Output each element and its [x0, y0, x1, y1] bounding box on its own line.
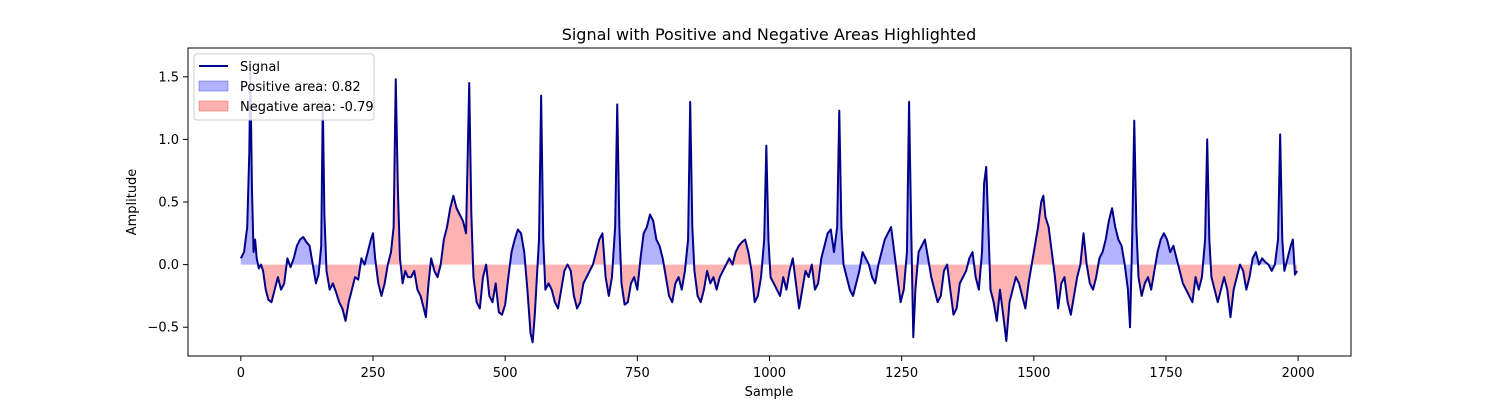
negative-area-23	[1178, 264, 1203, 303]
negative-area-0	[258, 264, 287, 303]
negative-area-14	[769, 264, 792, 296]
negative-area-5	[432, 83, 474, 278]
y-tick-label: 0.5	[158, 196, 179, 211]
x-tick-label: 1750	[1149, 366, 1182, 381]
negative-area-3	[375, 79, 401, 296]
legend-box	[193, 53, 375, 121]
negative-area-9	[604, 264, 613, 296]
x-tick-label: 500	[493, 366, 518, 381]
y-axis-label: Amplitude	[125, 169, 140, 236]
signal-series	[239, 69, 1298, 344]
y-tick-label: 1.5	[158, 70, 179, 85]
negative-area-24	[1210, 264, 1252, 318]
negative-area-8	[544, 233, 605, 309]
x-axis: 0 250 500 750 1000 1250 1500 1750 2000	[237, 356, 1315, 381]
legend-signal-label: Signal	[240, 60, 280, 75]
negative-area-2	[326, 264, 361, 321]
x-tick-label: 2000	[1282, 366, 1315, 381]
legend-negative-label: Negative area: -0.79	[240, 100, 374, 115]
positive-area-4	[360, 233, 376, 265]
legend: Signal Positive area: 0.82 Negative area…	[193, 53, 375, 121]
x-tick-label: 250	[361, 366, 386, 381]
y-tick-label: −0.5	[147, 321, 179, 336]
x-tick-label: 1500	[1017, 366, 1050, 381]
legend-negative-swatch	[198, 100, 229, 112]
x-tick-label: 1000	[753, 366, 786, 381]
legend-positive-swatch	[198, 80, 229, 92]
negative-area-13	[750, 264, 763, 303]
y-tick-label: 0.0	[158, 258, 179, 273]
y-axis: −0.5 0.0 0.5 1.0 1.5	[147, 70, 188, 336]
negative-area-21	[1053, 233, 1099, 315]
negative-area-16	[895, 264, 906, 303]
x-tick-label: 750	[625, 366, 650, 381]
x-tick-label: 0	[237, 366, 245, 381]
chart-title: Signal with Positive and Negative Areas …	[562, 25, 977, 44]
signal-line	[239, 69, 1298, 344]
positive-area-16	[917, 239, 930, 265]
positive-area-23	[1251, 134, 1284, 271]
positive-area-14	[860, 227, 896, 284]
negative-area-18	[929, 264, 968, 315]
x-tick-label: 1250	[885, 366, 918, 381]
legend-positive-label: Positive area: 0.82	[240, 80, 361, 95]
positive-area-2	[291, 237, 320, 284]
y-tick-label: 1.0	[158, 133, 179, 148]
negative-area-7	[525, 264, 538, 343]
positive-area-9	[639, 214, 664, 265]
x-axis-label: Sample	[745, 385, 794, 400]
